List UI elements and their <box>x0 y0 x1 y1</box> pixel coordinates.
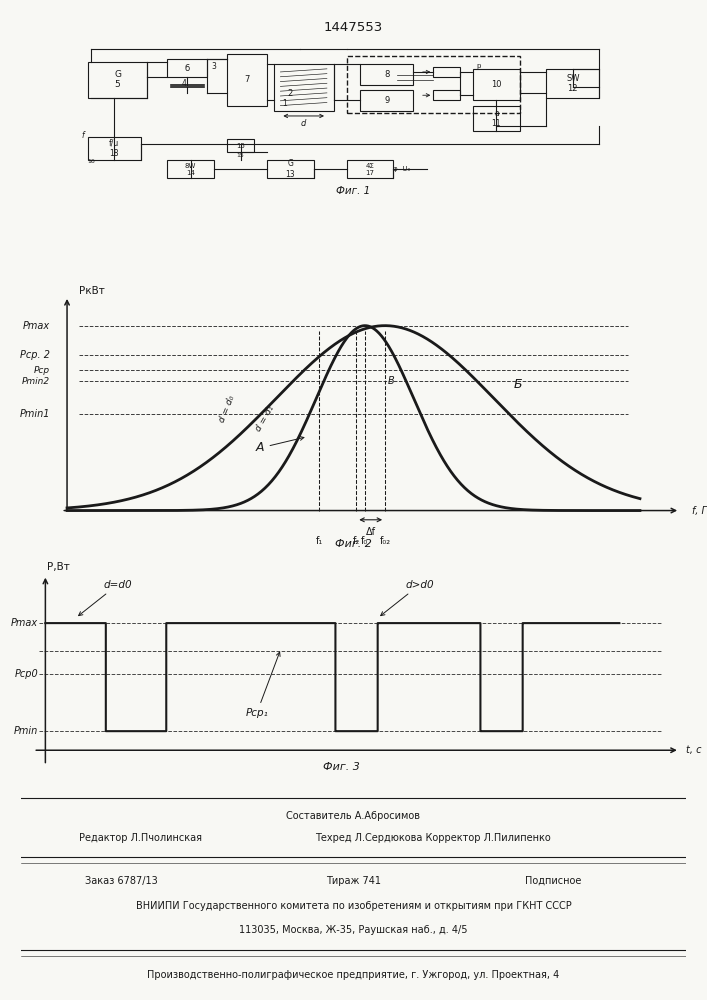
Text: ВНИИПИ Государственного комитета по изобретениям и открытиям при ГКНТ СССР: ВНИИПИ Государственного комитета по изоб… <box>136 901 571 911</box>
Text: 113035, Москва, Ж-35, Раушская наб., д. 4/5: 113035, Москва, Ж-35, Раушская наб., д. … <box>239 925 468 935</box>
Text: φ- U₀: φ- U₀ <box>393 166 411 172</box>
Text: 15: 15 <box>237 153 245 158</box>
Text: f: f <box>82 131 84 140</box>
Text: Составитель А.Абросимов: Составитель А.Абросимов <box>286 811 421 821</box>
Text: 15: 15 <box>236 143 245 149</box>
Bar <box>88 62 148 98</box>
Text: Тираж 741: Тираж 741 <box>326 876 381 886</box>
Text: 2: 2 <box>288 89 293 98</box>
Text: f₀: f₀ <box>361 536 368 546</box>
Text: f₂: f₂ <box>353 536 360 546</box>
Text: Pср0: Pср0 <box>14 669 38 679</box>
Bar <box>360 64 414 85</box>
Bar <box>433 67 460 77</box>
Text: Pср. 2: Pср. 2 <box>20 350 50 360</box>
Text: G
5: G 5 <box>114 70 121 89</box>
Text: d: d <box>301 119 306 128</box>
Text: Редактор Л.Пчолинская: Редактор Л.Пчолинская <box>79 833 202 843</box>
Bar <box>267 160 314 178</box>
Text: PкВт: PкВт <box>78 286 104 296</box>
Text: P,Вт: P,Вт <box>47 562 69 572</box>
Text: d = d₁: d = d₁ <box>254 404 276 433</box>
Text: Фиг. 2: Фиг. 2 <box>335 539 372 549</box>
Text: Заказ 6787/13: Заказ 6787/13 <box>85 876 157 886</box>
Text: Производственно-полиграфическое предприятие, г. Ужгород, ул. Проектная, 4: Производственно-полиграфическое предприя… <box>147 970 560 980</box>
Text: 16: 16 <box>88 159 95 164</box>
Bar <box>347 160 393 178</box>
Text: 9: 9 <box>384 96 390 105</box>
Bar <box>360 90 414 111</box>
Text: Pmin: Pmin <box>14 726 38 736</box>
Bar <box>547 69 600 98</box>
Text: 1: 1 <box>281 99 286 108</box>
Text: 4: 4 <box>182 79 187 88</box>
Text: 7: 7 <box>245 75 250 84</box>
Text: 10: 10 <box>491 80 502 89</box>
Text: Pmin1: Pmin1 <box>19 409 50 419</box>
Bar <box>227 139 254 152</box>
Text: 1447553: 1447553 <box>324 21 383 34</box>
Text: 4Σ
17: 4Σ 17 <box>366 163 375 176</box>
Bar <box>347 56 520 113</box>
Text: f₁: f₁ <box>315 536 323 546</box>
Bar <box>473 69 520 100</box>
Bar <box>433 90 460 100</box>
Bar <box>168 59 207 77</box>
Text: Pср₁: Pср₁ <box>245 652 280 718</box>
Text: А: А <box>256 436 304 454</box>
Text: Pср: Pср <box>34 366 50 375</box>
Text: t, c: t, c <box>686 745 701 755</box>
Text: 3: 3 <box>211 62 216 71</box>
Text: Pmax: Pmax <box>23 321 50 331</box>
Bar <box>168 160 214 178</box>
Text: б: б <box>185 64 190 73</box>
Text: f/u
18: f/u 18 <box>109 139 119 158</box>
Text: f₀₂: f₀₂ <box>380 536 390 546</box>
Text: a
11: a 11 <box>491 109 501 128</box>
Text: d=d0: d=d0 <box>78 580 132 616</box>
Text: Фиг. 1: Фиг. 1 <box>337 186 370 196</box>
Bar <box>274 64 334 111</box>
Text: 8W
14: 8W 14 <box>185 163 197 176</box>
Text: Pmin2: Pmin2 <box>22 377 50 386</box>
Text: Фиг. 3: Фиг. 3 <box>323 762 360 772</box>
Text: Б: Б <box>514 378 522 391</box>
Text: d>d0: d>d0 <box>380 580 434 616</box>
Bar <box>473 106 520 131</box>
Text: Pmax: Pmax <box>11 618 38 628</box>
Text: p: p <box>477 63 481 69</box>
Text: SW
12: SW 12 <box>566 74 580 93</box>
Text: G
13: G 13 <box>286 159 296 179</box>
Text: Δf: Δf <box>366 527 375 537</box>
Text: f, Гц: f, Гц <box>691 506 707 516</box>
Bar <box>227 54 267 106</box>
Text: 8: 8 <box>384 70 390 79</box>
Text: d = d₀: d = d₀ <box>218 394 237 424</box>
Text: В: В <box>388 376 395 386</box>
Text: Подписное: Подписное <box>525 876 581 886</box>
Bar <box>88 137 141 160</box>
Text: Техред Л.Сердюкова Корректор Л.Пилипенко: Техред Л.Сердюкова Корректор Л.Пилипенко <box>315 833 551 843</box>
